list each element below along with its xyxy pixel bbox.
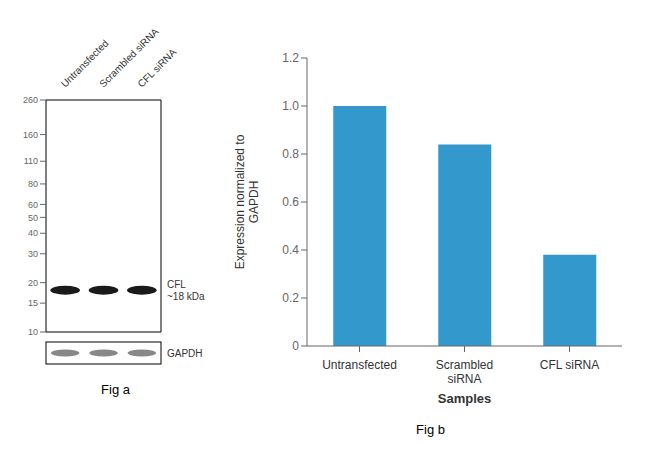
svg-text:CFL~18 kDa: CFL~18 kDa — [167, 279, 205, 302]
svg-text:1.2: 1.2 — [282, 51, 299, 65]
svg-text:10: 10 — [28, 327, 38, 337]
html-text:Fig a: Fig a — [101, 382, 130, 397]
svg-text:110: 110 — [24, 156, 38, 166]
svg-text:GAPDH: GAPDH — [167, 348, 203, 359]
svg-text:0: 0 — [292, 339, 299, 353]
svg-text:30: 30 — [28, 249, 38, 259]
svg-text:80: 80 — [28, 179, 38, 189]
svg-text:0.8: 0.8 — [282, 147, 299, 161]
svg-text:CFL siRNA: CFL siRNA — [135, 46, 178, 89]
svg-text:Untransfected: Untransfected — [58, 37, 111, 90]
svg-text:Expression normalized toGAPDH: Expression normalized toGAPDH — [233, 134, 261, 269]
svg-text:ScrambledsiRNA: ScrambledsiRNA — [436, 358, 493, 386]
svg-text:0.6: 0.6 — [282, 195, 299, 209]
svg-text:60: 60 — [28, 200, 38, 210]
svg-text:Scrambled siRNA: Scrambled siRNA — [97, 25, 161, 90]
svg-text:15: 15 — [28, 298, 38, 308]
svg-text:160: 160 — [23, 130, 38, 140]
svg-text:260: 260 — [23, 95, 38, 105]
svg-text:Untransfected: Untransfected — [322, 358, 397, 372]
html-text:Fig b: Fig b — [416, 422, 445, 437]
svg-text:0.2: 0.2 — [282, 291, 299, 305]
svg-text:CFL siRNA: CFL siRNA — [540, 358, 600, 372]
svg-text:50: 50 — [28, 213, 38, 223]
svg-text:0.4: 0.4 — [282, 243, 299, 257]
svg-text:1.0: 1.0 — [282, 99, 299, 113]
svg-text:40: 40 — [28, 228, 38, 238]
svg-text:Samples: Samples — [438, 391, 491, 406]
svg-text:20: 20 — [28, 278, 38, 288]
